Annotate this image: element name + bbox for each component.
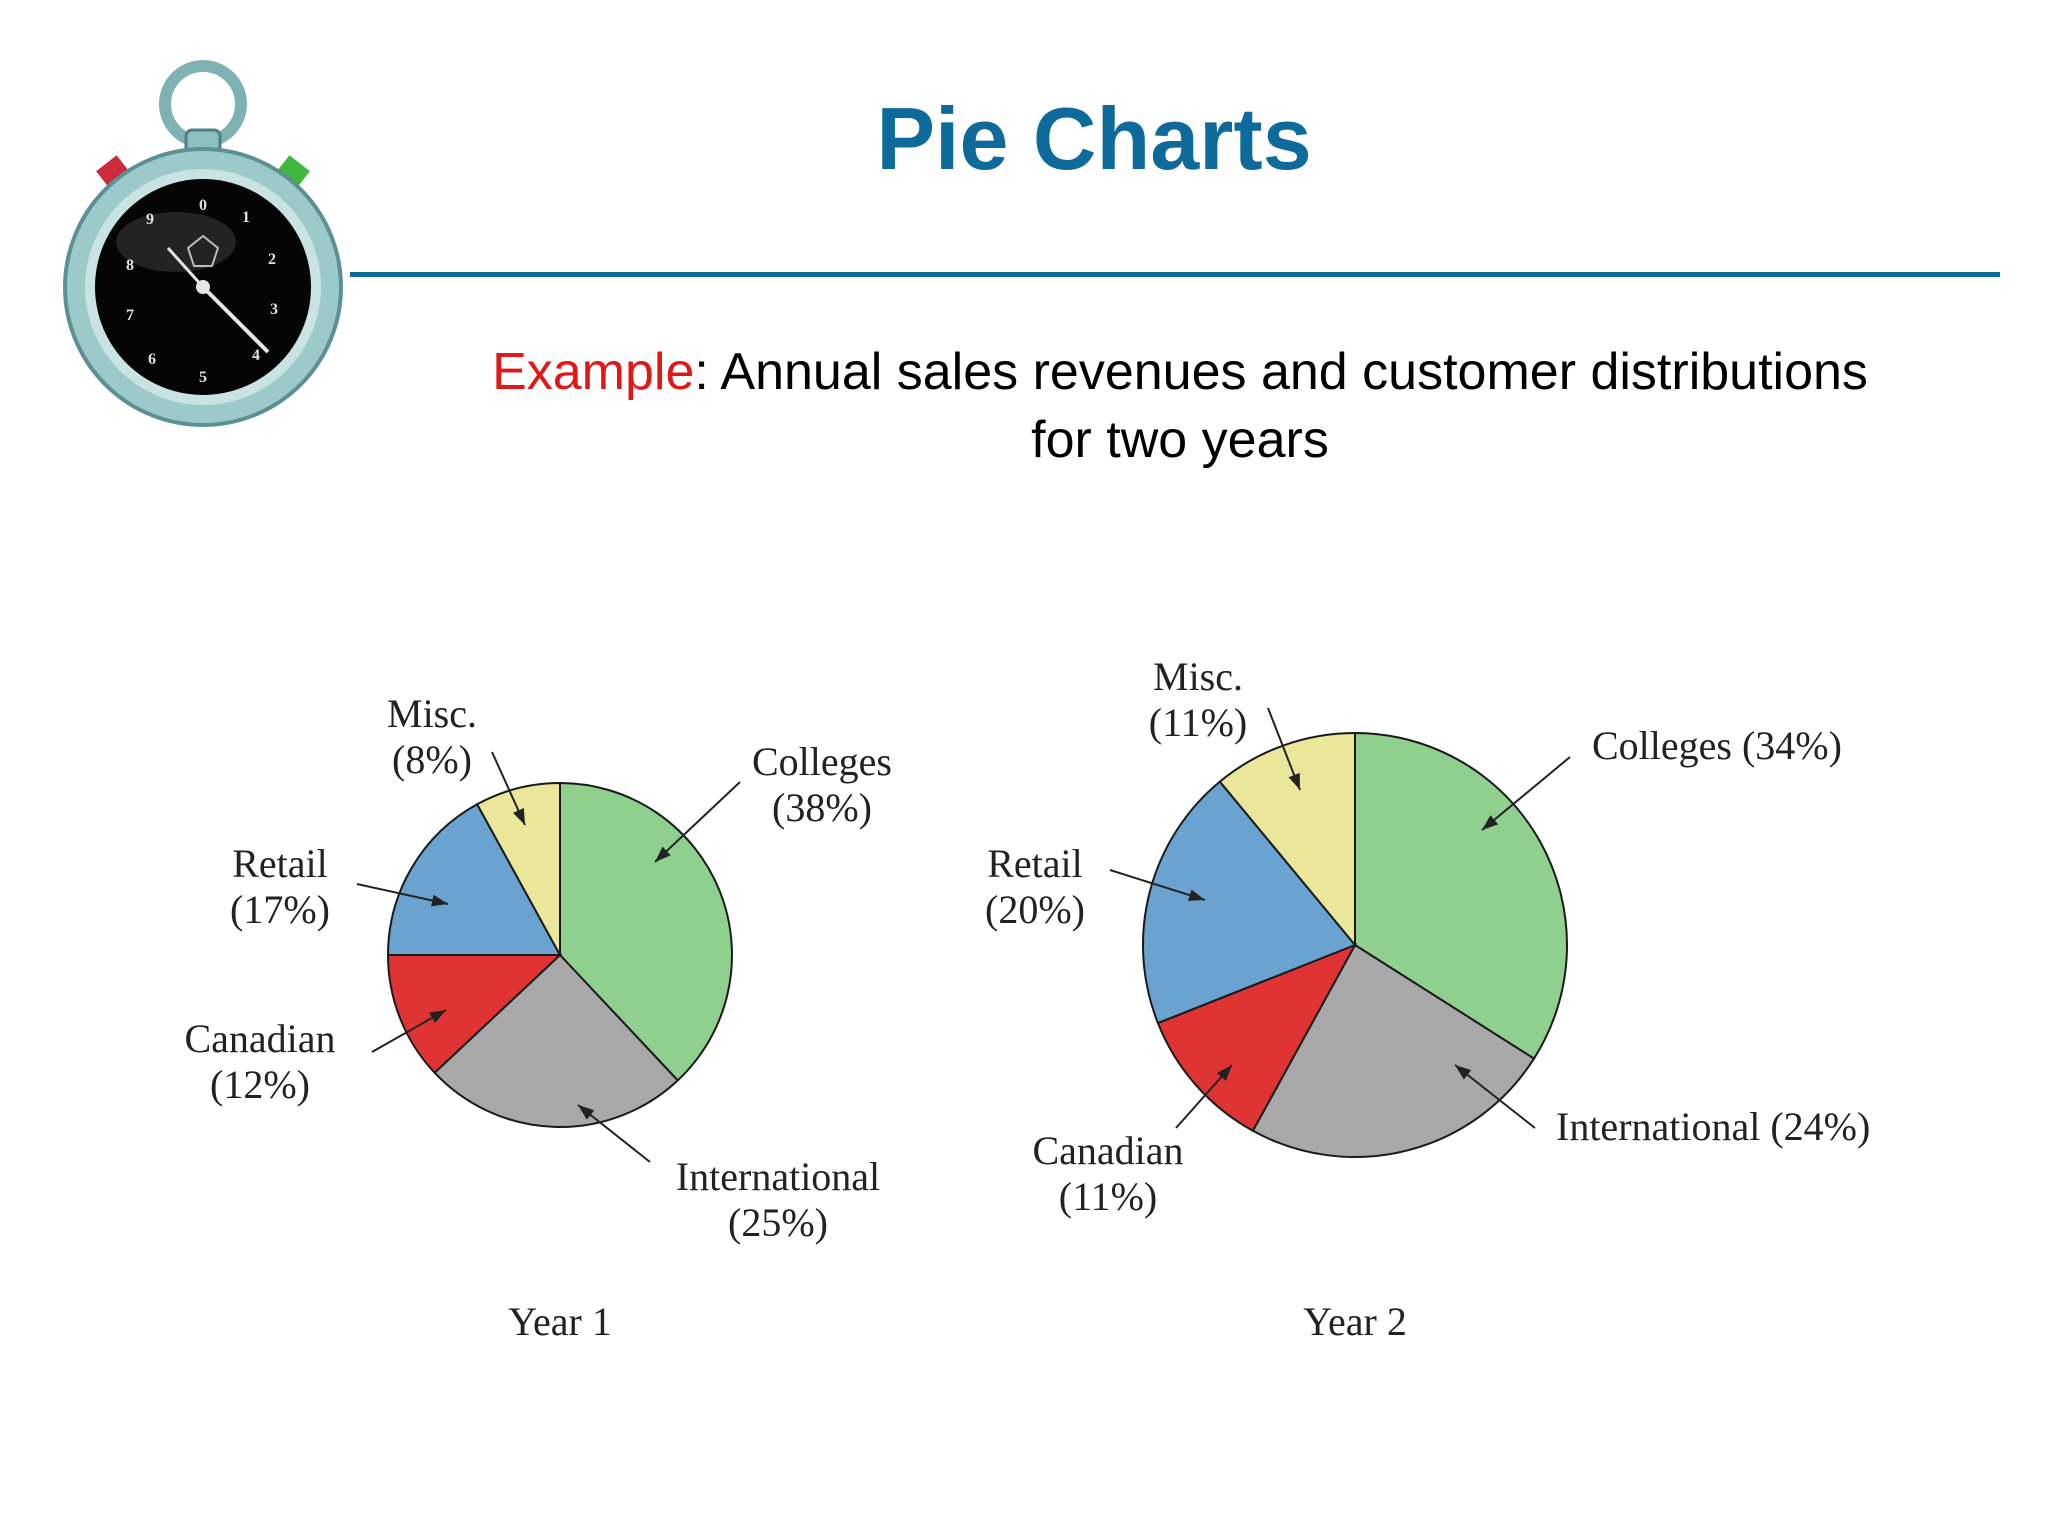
leader-arrow-misc [512, 807, 525, 825]
svg-text:7: 7 [126, 307, 134, 324]
pie-slice-canadian [386, 954, 563, 1075]
svg-text:6: 6 [148, 351, 156, 368]
pie-slice-international [433, 953, 680, 1128]
slice-label-international: International (24%) [1556, 1104, 1870, 1149]
stopwatch-icon: 0 1 2 3 4 5 6 7 8 9 [63, 60, 343, 427]
subtitle-line-2: for two years [1031, 411, 1329, 469]
pie-slice-misc [475, 781, 561, 956]
leader-line-colleges [654, 781, 741, 863]
pie-slice-colleges [559, 781, 733, 1082]
leader-line-retail [1109, 869, 1206, 901]
slice-label-canadian: Canadian (11%) [1032, 1128, 1183, 1219]
svg-text:5: 5 [199, 369, 207, 386]
slice-label-international: International (25%) [676, 1154, 880, 1245]
leader-arrow-colleges [655, 846, 671, 862]
title-divider [350, 272, 2000, 277]
chart-caption: Year 2 [1303, 1299, 1407, 1344]
subtitle-text: : Annual sales revenues and customer dis… [694, 343, 1868, 401]
slice-label-misc: Misc. (8%) [387, 691, 477, 782]
leader-arrow-retail [431, 894, 448, 907]
slice-label-colleges: Colleges (34%) [1592, 723, 1842, 768]
slice-label-misc: Misc. (11%) [1149, 654, 1247, 745]
leader-line-colleges [1481, 756, 1571, 831]
pie-chart-year-1: Colleges (38%) International (25%) Canadian(… [184, 691, 892, 1344]
svg-text:4: 4 [252, 347, 260, 364]
pie-slice-retail [386, 802, 562, 956]
svg-text:2: 2 [268, 251, 276, 268]
pie-chart-year-2: Colleges (34%) International (24%) Canadia… [985, 654, 1870, 1344]
leader-arrow-canadian [1216, 1065, 1232, 1081]
svg-text:3: 3 [270, 301, 278, 318]
slice-label-colleges: Colleges (38%) [752, 739, 892, 830]
subtitle-highlight: Example [492, 343, 695, 401]
leader-arrow-international [578, 1105, 595, 1120]
svg-text:8: 8 [126, 257, 134, 274]
slice-label-retail: Retail (20%) [985, 841, 1085, 932]
svg-text:0: 0 [199, 197, 207, 214]
chart-caption: Year 1 [508, 1299, 612, 1344]
pie-slice-colleges [1354, 731, 1569, 1060]
leader-arrow-retail [1187, 889, 1205, 901]
pie-slice-international [1251, 943, 1536, 1159]
subtitle-line-1: Example: Annual sales revenues and custo… [380, 338, 1980, 406]
slice-label-canadian: Canadian (12%) [184, 1016, 335, 1107]
leader-line-international [1454, 1064, 1536, 1129]
svg-text:1: 1 [242, 209, 250, 226]
slice-label-retail: Retail (17%) [230, 841, 330, 932]
pie-slice-canadian [1156, 943, 1358, 1133]
subtitle: Example: Annual sales revenues and custo… [380, 338, 1980, 474]
leader-arrow-misc [1288, 772, 1300, 790]
page-title: Pie Charts [876, 89, 1312, 188]
leader-arrow-international [1455, 1065, 1472, 1080]
pie-slice-retail [1142, 780, 1357, 1025]
leader-arrow-canadian [429, 1010, 446, 1024]
leader-arrow-colleges [1482, 815, 1499, 830]
svg-text:9: 9 [146, 211, 154, 228]
